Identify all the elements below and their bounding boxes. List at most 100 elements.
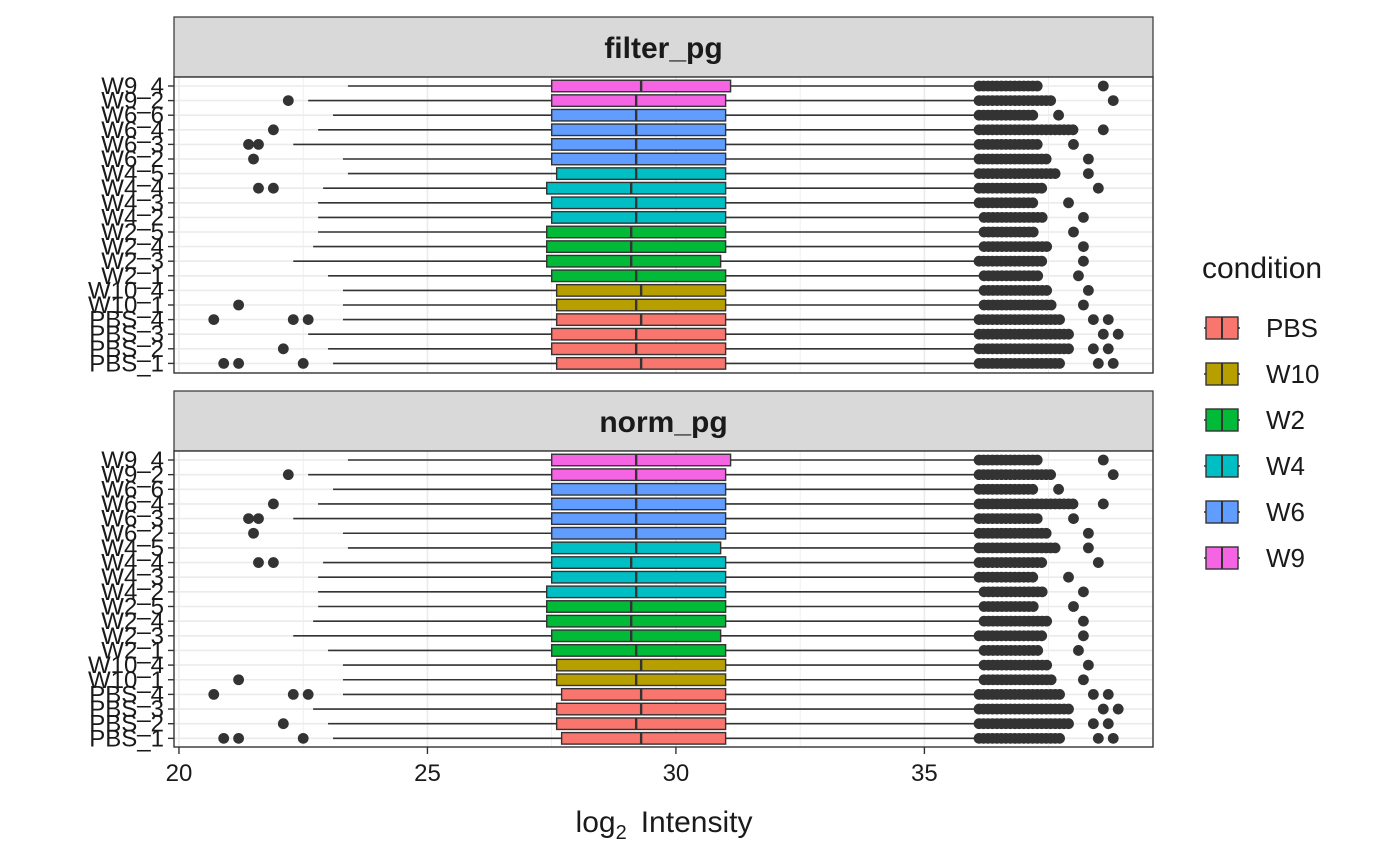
box-body (552, 484, 726, 496)
outlier-point (253, 183, 264, 194)
outlier-point (1027, 197, 1038, 208)
outlier-point (1093, 183, 1104, 194)
outlier-point (1098, 704, 1109, 715)
outlier-point (248, 528, 259, 539)
outlier-point (1063, 329, 1074, 340)
outlier-point (1098, 329, 1109, 340)
legend-item-W6: W6 (1204, 497, 1305, 527)
outlier-point (253, 557, 264, 568)
legend-item-W4: W4 (1204, 451, 1305, 481)
outlier-point (1054, 733, 1065, 744)
outlier-point (1103, 314, 1114, 325)
outlier-point (268, 183, 279, 194)
box-body (547, 226, 726, 238)
box-body (552, 124, 726, 136)
box-body (557, 674, 726, 686)
outlier-point (303, 689, 314, 700)
outlier-point (1036, 630, 1047, 641)
outlier-point (1068, 139, 1079, 150)
outlier-point (233, 300, 244, 311)
y-axis: PBS_1PBS_2PBS_3PBS_4W10_1W10_4W2_1W2_3W2… (88, 447, 174, 752)
outlier-point (233, 674, 244, 685)
outlier-point (288, 314, 299, 325)
box-body (557, 718, 726, 730)
box-body (547, 601, 726, 613)
outlier-point (243, 139, 254, 150)
box-body (547, 182, 726, 194)
legend-label: W2 (1266, 405, 1305, 435)
outlier-point (1063, 572, 1074, 583)
outlier-point (1032, 645, 1043, 656)
outlier-point (1054, 689, 1065, 700)
facet-strip-title: filter_pg (604, 32, 722, 65)
y-tick-label: W9_4 (101, 73, 164, 100)
outlier-point (1078, 241, 1089, 252)
box-body (562, 689, 726, 701)
box-body (552, 571, 726, 583)
outlier-point (1103, 343, 1114, 354)
legend-item-W9: W9 (1204, 543, 1305, 573)
outlier-point (1032, 455, 1043, 466)
outlier-point (1027, 484, 1038, 495)
box-body (552, 630, 721, 642)
box-body (552, 557, 726, 569)
x-tick-label: 25 (414, 760, 441, 787)
legend-item-W2: W2 (1204, 405, 1305, 435)
box-body (552, 645, 726, 657)
outlier-point (1041, 528, 1052, 539)
outlier-point (1068, 124, 1079, 135)
outlier-point (1028, 227, 1039, 238)
outlier-point (1098, 455, 1109, 466)
outlier-point (1063, 718, 1074, 729)
outlier-point (243, 513, 254, 524)
outlier-point (1054, 314, 1065, 325)
legend-item-W10: W10 (1204, 359, 1319, 389)
outlier-point (1028, 601, 1039, 612)
outlier-point (1032, 81, 1043, 92)
legend-item-PBS: PBS (1204, 313, 1318, 343)
outlier-point (208, 314, 219, 325)
panel-filter_pg: filter_pgPBS_1PBS_2PBS_3PBS_4W10_1W10_4W… (88, 17, 1153, 377)
box-body (552, 528, 726, 540)
outlier-point (1093, 733, 1104, 744)
x-axis-title: log2 Intensity (576, 806, 753, 844)
outlier-point (1041, 616, 1052, 627)
outlier-point (1046, 674, 1057, 685)
outlier-point (1098, 499, 1109, 510)
outlier-point (1078, 300, 1089, 311)
outlier-point (268, 499, 279, 510)
outlier-point (1027, 110, 1038, 121)
box-body (552, 328, 726, 340)
outlier-point (1068, 227, 1079, 238)
outlier-point (1045, 95, 1056, 106)
box-body (552, 513, 726, 525)
outlier-point (1098, 124, 1109, 135)
outlier-point (1036, 557, 1047, 568)
y-tick-label: W9_4 (101, 447, 164, 474)
x-axis: 20 25 30 35 (166, 747, 938, 787)
outlier-point (1041, 154, 1052, 165)
outlier-point (1032, 139, 1043, 150)
outlier-point (1083, 660, 1094, 671)
outlier-point (1083, 528, 1094, 539)
outlier-point (1078, 616, 1089, 627)
outlier-point (278, 718, 289, 729)
outlier-point (1063, 704, 1074, 715)
box-body (552, 343, 726, 355)
box-body (552, 153, 726, 165)
outlier-point (283, 469, 294, 480)
outlier-point (1063, 343, 1074, 354)
outlier-point (1088, 689, 1099, 700)
outlier-point (298, 358, 309, 369)
outlier-point (253, 139, 264, 150)
x-tick-label: 30 (663, 760, 690, 787)
outlier-point (1088, 343, 1099, 354)
outlier-point (1032, 513, 1043, 524)
box-body (557, 168, 726, 180)
outlier-point (1027, 572, 1038, 583)
outlier-point (1053, 110, 1064, 121)
box-body (547, 241, 726, 253)
outlier-point (1045, 469, 1056, 480)
box-body (552, 212, 726, 224)
